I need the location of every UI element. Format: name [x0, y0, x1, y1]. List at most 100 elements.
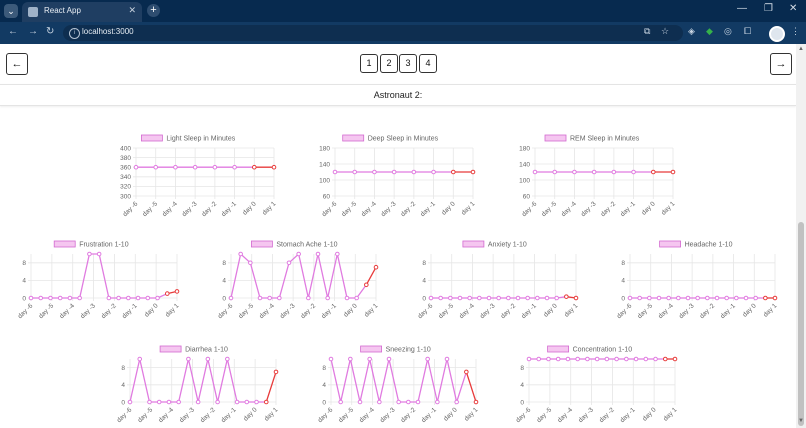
data-point — [624, 356, 629, 362]
page-button-2[interactable]: 2 — [380, 54, 398, 73]
install-icon[interactable]: ⧉ — [644, 26, 651, 36]
data-point — [425, 356, 430, 362]
x-tick-label: day -4 — [360, 200, 378, 218]
chart-8: Diarrhea 1-10 0 4 8 day -6 day -5 day -4 day -3… — [116, 345, 280, 424]
data-point — [344, 295, 350, 301]
y-tick-label: 300 — [120, 193, 131, 200]
data-point — [406, 399, 411, 405]
site-info-icon[interactable]: i — [69, 28, 80, 39]
x-tick-label: day -5 — [38, 302, 56, 320]
data-point — [357, 399, 363, 405]
data-point — [672, 356, 678, 362]
next-button[interactable]: → — [770, 53, 792, 75]
x-tick-label: day -1 — [520, 302, 538, 320]
url-text[interactable]: localhost:3000 — [82, 27, 134, 36]
x-tick-label: day 0 — [242, 200, 258, 216]
data-point — [772, 295, 778, 301]
x-tick-label: day -4 — [157, 406, 175, 424]
data-point — [643, 356, 649, 362]
window-close-icon[interactable]: ✕ — [789, 3, 798, 14]
x-tick-label: day 1 — [263, 406, 279, 422]
restore-icon[interactable]: ❐ — [764, 3, 773, 14]
page-button-1[interactable]: 1 — [360, 54, 378, 73]
data-point — [676, 295, 681, 301]
browser-tab[interactable]: React App ✕ — [22, 2, 142, 22]
x-tick-label: day -3 — [577, 406, 595, 424]
x-tick-label: day -1 — [619, 200, 637, 218]
close-icon[interactable]: ✕ — [128, 5, 136, 15]
extension-icon[interactable]: ◎ — [724, 26, 732, 36]
x-tick-label: day -5 — [540, 200, 558, 218]
forward-icon[interactable]: → — [28, 26, 38, 37]
legend-swatch — [360, 345, 383, 353]
data-point — [637, 295, 642, 301]
data-point — [335, 251, 340, 257]
x-tick-label: day -1 — [220, 406, 238, 424]
data-point — [391, 169, 397, 175]
x-tick-label: day 1 — [261, 200, 277, 216]
plus-icon[interactable]: + — [147, 4, 160, 17]
x-tick-label: day -5 — [337, 406, 355, 424]
data-point — [496, 295, 501, 301]
data-point — [411, 169, 417, 175]
scroll-up-icon[interactable]: ▲ — [798, 46, 804, 52]
x-tick-label: day -2 — [201, 200, 219, 218]
puzzle-icon[interactable]: ⧠ — [744, 26, 752, 36]
data-point — [372, 169, 377, 175]
scroll-thumb[interactable] — [798, 222, 804, 426]
data-point — [650, 169, 656, 175]
extension-icon[interactable]: ◆ — [706, 26, 713, 36]
back-icon[interactable]: ← — [8, 26, 18, 37]
minimize-icon[interactable]: — — [737, 3, 747, 14]
x-tick-label: day -2 — [400, 200, 418, 218]
legend-swatch — [544, 134, 567, 142]
data-point — [428, 295, 434, 301]
page-scrollbar[interactable]: ▲ ▼ — [796, 44, 806, 428]
x-tick-label: day 1 — [463, 406, 479, 422]
data-point — [315, 251, 321, 257]
y-tick-label: 320 — [120, 184, 131, 191]
data-point — [535, 295, 540, 301]
data-point — [116, 295, 121, 301]
data-point — [572, 169, 577, 175]
chart-title: Headache 1-10 — [685, 242, 733, 249]
x-tick-label: day 0 — [441, 200, 457, 216]
menu-icon[interactable]: ⋮ — [791, 26, 800, 36]
data-point — [564, 294, 569, 299]
star-icon[interactable]: ☆ — [661, 26, 670, 36]
chart-title: Anxiety 1-10 — [488, 242, 527, 249]
x-tick-label: day -1 — [719, 302, 737, 320]
prev-button[interactable]: ← — [6, 53, 28, 75]
chart-9: Sneezing 1-10 0 4 8 day -6 day -5 day -4 day -3… — [317, 345, 480, 424]
data-point — [467, 295, 472, 301]
chart-7: Headache 1-10 0 4 8 day -6 day -5 day -4 day -3… — [616, 240, 779, 320]
x-tick-label: day 0 — [742, 302, 758, 318]
data-point — [614, 356, 619, 362]
data-point — [525, 295, 530, 301]
data-point — [464, 369, 469, 375]
astronaut-header: Astronaut 2: — [0, 84, 796, 106]
data-point — [77, 295, 82, 301]
data-point — [656, 295, 662, 301]
chart-title: Light Sleep in Minutes — [166, 136, 235, 143]
y-tick-label: 4 — [520, 382, 524, 389]
data-point — [573, 295, 579, 301]
data-point — [225, 356, 230, 362]
x-tick-label: day -4 — [657, 302, 675, 320]
legend-swatch — [342, 134, 365, 142]
page-button-3[interactable]: 3 — [399, 54, 417, 73]
extension-icon[interactable]: ◈ — [688, 26, 695, 36]
page-content: ← 1 2 3 4 → Astronaut 2: Light Sleep in … — [0, 44, 806, 428]
data-point — [396, 399, 401, 405]
scroll-down-icon[interactable]: ▼ — [798, 418, 804, 424]
data-point — [38, 295, 44, 301]
page-button-4[interactable]: 4 — [419, 54, 437, 73]
tab-search-icon[interactable]: ⌄ — [4, 4, 18, 18]
profile-icon[interactable] — [769, 26, 785, 42]
reload-icon[interactable]: ↻ — [46, 26, 55, 37]
y-tick-label: 0 — [322, 399, 326, 406]
address-bar[interactable] — [63, 25, 683, 41]
